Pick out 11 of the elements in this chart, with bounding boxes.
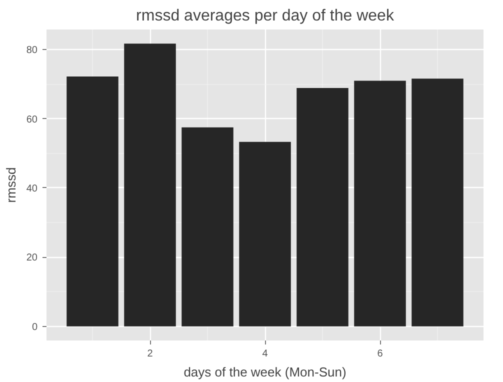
y-tick-label: 80 (26, 45, 38, 56)
y-tick-label: 60 (26, 114, 38, 126)
chart-title: rmssd averages per day of the week (136, 8, 395, 24)
y-tick-label: 20 (26, 252, 38, 264)
y-tick-label: 0 (32, 322, 38, 333)
x-tick-label: 6 (377, 348, 384, 360)
x-tick-label: 4 (262, 348, 268, 360)
x-axis-title: days of the week (Mon-Sun) (184, 364, 346, 380)
y-axis-title: rmssd (3, 167, 18, 203)
y-tick-label: 40 (26, 183, 38, 194)
x-tick-label: 2 (147, 348, 154, 360)
